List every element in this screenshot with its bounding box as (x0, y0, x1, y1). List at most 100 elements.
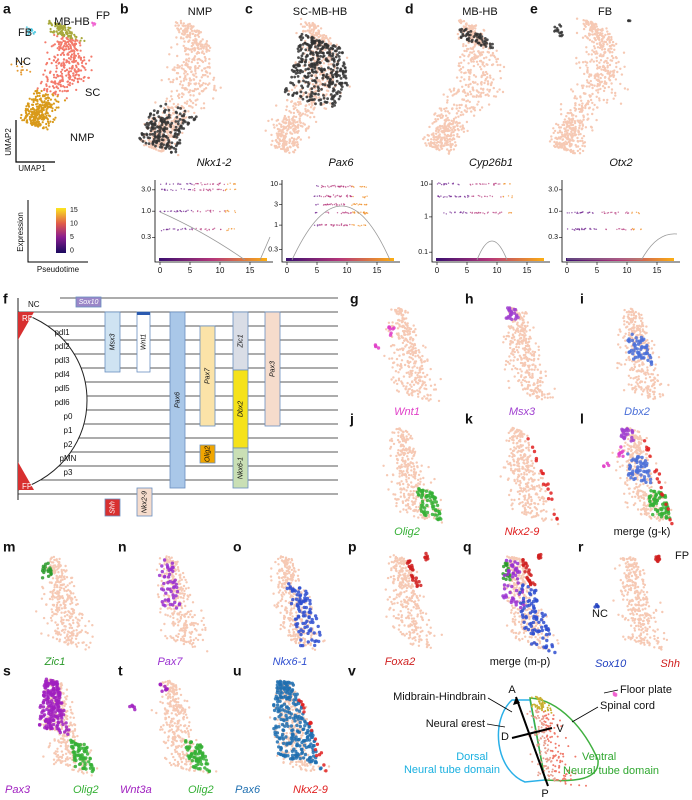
cell-dot (329, 37, 332, 40)
x-tick-label: 10 (216, 266, 225, 275)
cell-dot (595, 64, 599, 67)
trend-dot (197, 210, 199, 212)
trend-dot (603, 211, 605, 213)
cell-dot (307, 125, 311, 128)
cell-dot (184, 76, 187, 79)
cell-dot (204, 57, 207, 60)
cell-dot (45, 126, 48, 129)
wnt1-top (137, 312, 150, 315)
cell-dot (469, 68, 472, 72)
cell-dot (169, 80, 172, 84)
expr-dot (32, 32, 35, 35)
x-tick-label: 10 (493, 266, 502, 275)
trend-dot (187, 183, 189, 185)
cell-dot (54, 116, 57, 119)
cell-dot (552, 131, 555, 135)
cell-dot (596, 91, 600, 94)
cell-dot (467, 47, 470, 51)
trend-dot (313, 195, 315, 198)
cell-dot (79, 49, 82, 52)
cell-dot (270, 118, 274, 121)
cell-dot (185, 102, 188, 105)
trend-dot (208, 188, 210, 191)
cell-dot (204, 43, 207, 46)
cell-dot (29, 122, 33, 125)
cell-dot (319, 27, 323, 30)
trend-dot (491, 195, 494, 198)
cell-dot (462, 20, 466, 23)
cell-dot (172, 109, 175, 112)
trend-dot (487, 211, 489, 213)
cell-dot (403, 317, 406, 321)
cell-dot (178, 65, 181, 68)
cell-dot (154, 147, 157, 151)
cell-dot (34, 112, 37, 116)
cell-dot (285, 105, 289, 108)
cell-dot (536, 384, 540, 388)
trend-dot (621, 228, 623, 230)
y-tick-label: 1.0 (548, 208, 558, 215)
trend-dot (205, 188, 208, 191)
trend-dot (202, 189, 205, 192)
cell-dot (561, 133, 564, 136)
expr-dot (303, 74, 307, 78)
cell-dot (69, 70, 73, 73)
cell-dot (586, 81, 589, 84)
trend-dot (331, 185, 333, 187)
trend-dot (605, 228, 607, 231)
expr-dot (150, 120, 154, 123)
cell-dot (65, 69, 68, 72)
panel-letter: f (3, 291, 8, 307)
trend-dot (336, 212, 339, 214)
cell-dot (37, 108, 40, 111)
gene-label: Pax6 (174, 392, 181, 408)
cell-dot (267, 119, 270, 123)
cell-dot (185, 58, 188, 61)
cell-dot (58, 45, 61, 48)
cell-dot (183, 69, 187, 73)
cell-dot (180, 32, 184, 35)
expr-dot (302, 79, 305, 83)
cell-dot (54, 93, 57, 96)
cell-dot (55, 64, 58, 67)
cell-dot (56, 27, 59, 30)
cell-dot (582, 22, 585, 25)
cell-dot (288, 138, 291, 141)
gene-label: Sox10 (79, 299, 99, 306)
cell-dot (589, 74, 593, 77)
cell-dot (619, 82, 622, 86)
cell-dot (604, 69, 607, 73)
trend-dot (486, 195, 488, 198)
trend-dot (349, 185, 351, 187)
cell-dot (594, 32, 597, 35)
cell-dot (592, 60, 595, 63)
cell-dot (58, 89, 62, 92)
panel-letter: b (120, 1, 129, 17)
cell-dot (477, 50, 480, 53)
cell-dot (609, 47, 612, 50)
cell-dot (402, 375, 406, 378)
expr-dot (561, 33, 564, 37)
cell-dot (392, 361, 395, 365)
cell-dot (471, 58, 475, 61)
trend-dot (360, 224, 363, 227)
cell-dot (562, 147, 566, 150)
trend-dot (227, 183, 229, 185)
trend-dot (566, 212, 568, 214)
cell-dot (56, 53, 59, 57)
cell-dot (471, 80, 475, 84)
cell-dot (76, 77, 79, 81)
cell-dot (212, 76, 216, 80)
trend-dot (234, 183, 236, 185)
cell-dot (176, 66, 179, 69)
panel-letter: q (463, 539, 472, 555)
expr-dot (484, 45, 488, 48)
cell-dot (35, 111, 39, 114)
cell-dot (434, 145, 438, 148)
cell-dot (476, 103, 479, 106)
cell-dot (558, 129, 562, 132)
cell-dot (294, 106, 297, 109)
expr-dot (329, 67, 333, 71)
cell-dot (296, 141, 299, 144)
cell-dot (53, 80, 57, 83)
